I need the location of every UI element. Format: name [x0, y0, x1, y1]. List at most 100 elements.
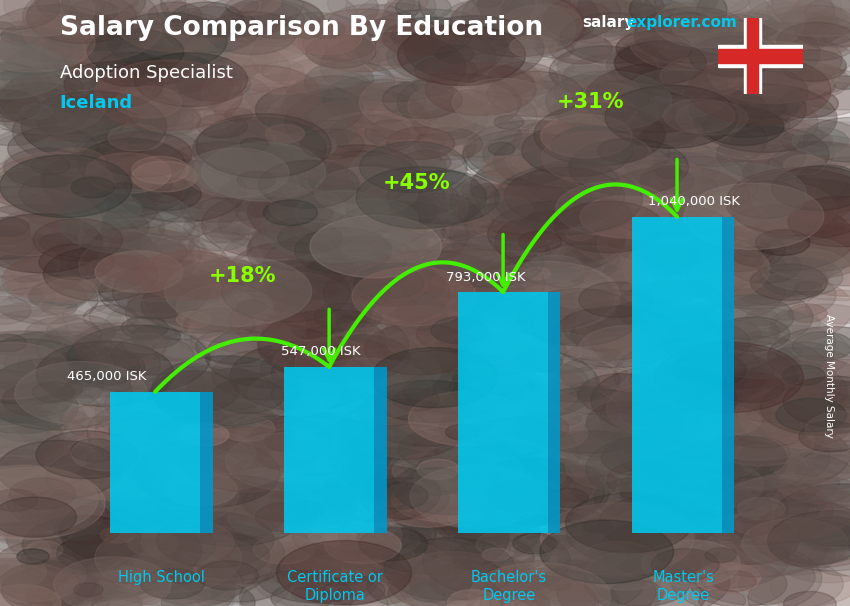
- Ellipse shape: [524, 267, 550, 279]
- Text: Iceland: Iceland: [60, 94, 133, 112]
- Ellipse shape: [309, 421, 412, 471]
- Ellipse shape: [297, 187, 431, 251]
- Ellipse shape: [323, 284, 447, 343]
- Ellipse shape: [165, 569, 196, 584]
- Ellipse shape: [349, 559, 429, 598]
- Ellipse shape: [672, 0, 804, 55]
- Ellipse shape: [601, 388, 710, 440]
- Ellipse shape: [366, 119, 422, 147]
- Ellipse shape: [644, 84, 706, 113]
- Ellipse shape: [640, 314, 720, 352]
- Ellipse shape: [670, 542, 822, 606]
- Ellipse shape: [97, 376, 131, 393]
- Ellipse shape: [0, 87, 78, 125]
- Ellipse shape: [199, 261, 292, 305]
- Ellipse shape: [20, 542, 104, 581]
- Ellipse shape: [593, 143, 743, 214]
- Ellipse shape: [117, 60, 178, 88]
- Ellipse shape: [677, 438, 771, 482]
- Ellipse shape: [0, 497, 76, 537]
- Ellipse shape: [339, 285, 388, 309]
- Ellipse shape: [282, 541, 427, 606]
- Ellipse shape: [388, 0, 428, 11]
- Ellipse shape: [638, 478, 694, 505]
- Ellipse shape: [128, 281, 220, 325]
- Ellipse shape: [111, 336, 194, 375]
- Ellipse shape: [196, 114, 331, 178]
- Ellipse shape: [632, 150, 669, 168]
- Ellipse shape: [240, 570, 354, 606]
- Ellipse shape: [276, 494, 394, 550]
- Ellipse shape: [411, 98, 452, 118]
- Ellipse shape: [1, 26, 40, 45]
- Ellipse shape: [54, 558, 89, 574]
- Ellipse shape: [482, 298, 541, 325]
- Ellipse shape: [122, 376, 228, 425]
- Ellipse shape: [110, 232, 151, 251]
- Ellipse shape: [418, 105, 529, 157]
- Ellipse shape: [320, 562, 413, 606]
- Ellipse shape: [388, 229, 443, 255]
- Ellipse shape: [518, 231, 562, 252]
- Ellipse shape: [62, 446, 122, 474]
- Ellipse shape: [226, 38, 343, 94]
- Ellipse shape: [128, 109, 273, 178]
- Ellipse shape: [327, 0, 415, 24]
- Ellipse shape: [401, 150, 451, 174]
- Ellipse shape: [323, 75, 426, 124]
- Ellipse shape: [183, 185, 297, 240]
- Ellipse shape: [40, 39, 124, 79]
- Ellipse shape: [331, 202, 469, 267]
- Ellipse shape: [336, 111, 476, 178]
- Ellipse shape: [722, 255, 828, 305]
- Ellipse shape: [0, 489, 37, 511]
- Ellipse shape: [668, 480, 747, 518]
- Ellipse shape: [167, 386, 233, 417]
- Ellipse shape: [231, 213, 341, 265]
- Ellipse shape: [135, 157, 230, 202]
- Ellipse shape: [176, 285, 273, 331]
- Ellipse shape: [640, 168, 694, 195]
- Ellipse shape: [784, 155, 825, 175]
- Ellipse shape: [289, 463, 411, 521]
- Ellipse shape: [2, 39, 145, 108]
- Ellipse shape: [667, 121, 806, 187]
- Ellipse shape: [410, 502, 540, 564]
- Ellipse shape: [261, 509, 300, 528]
- Ellipse shape: [777, 483, 816, 501]
- Ellipse shape: [711, 422, 850, 488]
- Ellipse shape: [0, 12, 95, 72]
- Ellipse shape: [496, 211, 625, 272]
- Ellipse shape: [73, 206, 200, 266]
- Ellipse shape: [709, 416, 814, 466]
- Ellipse shape: [557, 412, 652, 458]
- Ellipse shape: [80, 31, 172, 75]
- Ellipse shape: [33, 75, 83, 99]
- Ellipse shape: [695, 0, 750, 13]
- Ellipse shape: [715, 477, 768, 502]
- Ellipse shape: [815, 207, 850, 234]
- Ellipse shape: [726, 522, 766, 542]
- Ellipse shape: [75, 322, 167, 367]
- Ellipse shape: [163, 0, 288, 48]
- Ellipse shape: [545, 71, 588, 92]
- Ellipse shape: [724, 391, 834, 444]
- Ellipse shape: [250, 197, 342, 241]
- Ellipse shape: [678, 388, 774, 433]
- Ellipse shape: [11, 65, 75, 96]
- Ellipse shape: [620, 280, 654, 296]
- Ellipse shape: [59, 515, 120, 544]
- Ellipse shape: [413, 110, 477, 140]
- Ellipse shape: [71, 0, 129, 15]
- Ellipse shape: [367, 562, 466, 606]
- Ellipse shape: [59, 447, 92, 463]
- Ellipse shape: [301, 129, 365, 159]
- Ellipse shape: [0, 370, 45, 398]
- Ellipse shape: [796, 165, 850, 194]
- Text: High School: High School: [118, 570, 205, 585]
- Ellipse shape: [795, 219, 850, 257]
- Ellipse shape: [222, 261, 350, 322]
- Ellipse shape: [314, 167, 418, 216]
- Ellipse shape: [768, 224, 850, 271]
- Ellipse shape: [489, 379, 538, 403]
